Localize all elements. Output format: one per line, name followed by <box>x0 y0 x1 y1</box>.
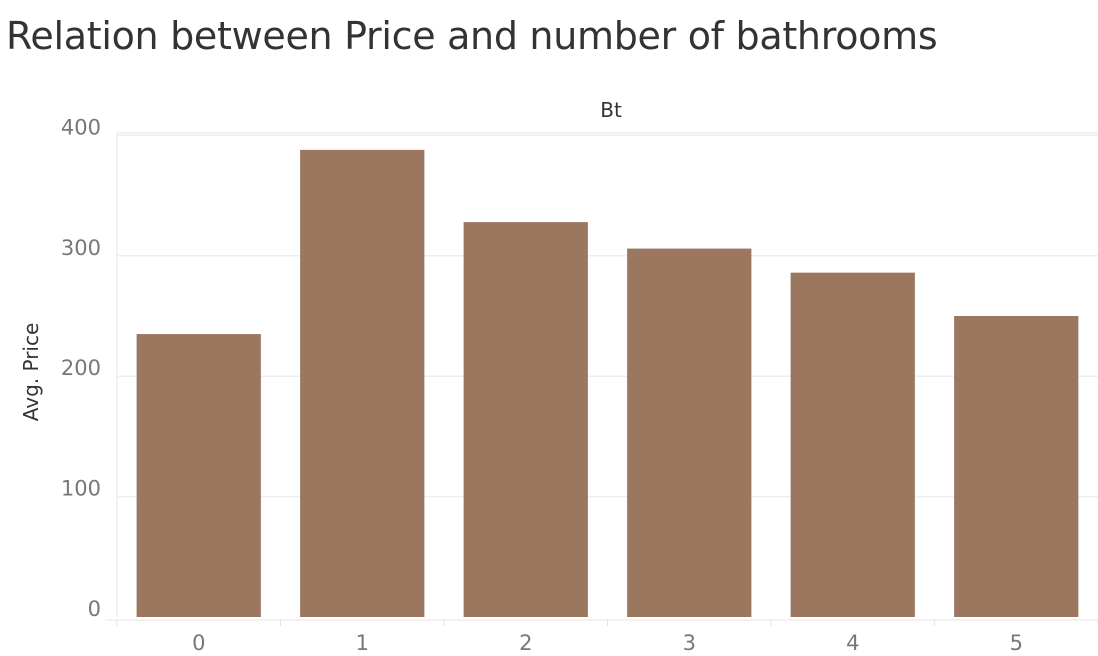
x-tick-label: 1 <box>356 631 369 655</box>
bar-0[interactable] <box>136 334 261 617</box>
gridlines <box>105 132 1098 621</box>
y-tick-label: 200 <box>61 356 101 380</box>
x-tick-label: 5 <box>1010 631 1023 655</box>
x-tick-label: 0 <box>192 631 205 655</box>
bar-3[interactable] <box>627 248 752 617</box>
y-tick-label: 0 <box>88 597 101 621</box>
bar-2[interactable] <box>463 222 588 617</box>
y-axis-ticks: 0 100 200 300 400 <box>61 115 101 621</box>
bar-4[interactable] <box>790 272 915 617</box>
y-tick-label: 400 <box>61 115 101 139</box>
bar-1[interactable] <box>300 149 425 618</box>
y-axis-title: Avg. Price <box>19 323 43 422</box>
x-axis-title: Bt <box>600 98 622 122</box>
bars <box>136 149 1079 618</box>
x-axis-ticks: 0 1 2 3 4 5 <box>116 620 1098 655</box>
x-tick-label: 3 <box>683 631 696 655</box>
y-tick-label: 100 <box>61 477 101 501</box>
chart-title: Relation between Price and number of bat… <box>6 14 938 58</box>
x-tick-label: 2 <box>519 631 532 655</box>
y-tick-label: 300 <box>61 236 101 260</box>
x-tick-label: 4 <box>846 631 859 655</box>
bar-5[interactable] <box>954 316 1079 617</box>
